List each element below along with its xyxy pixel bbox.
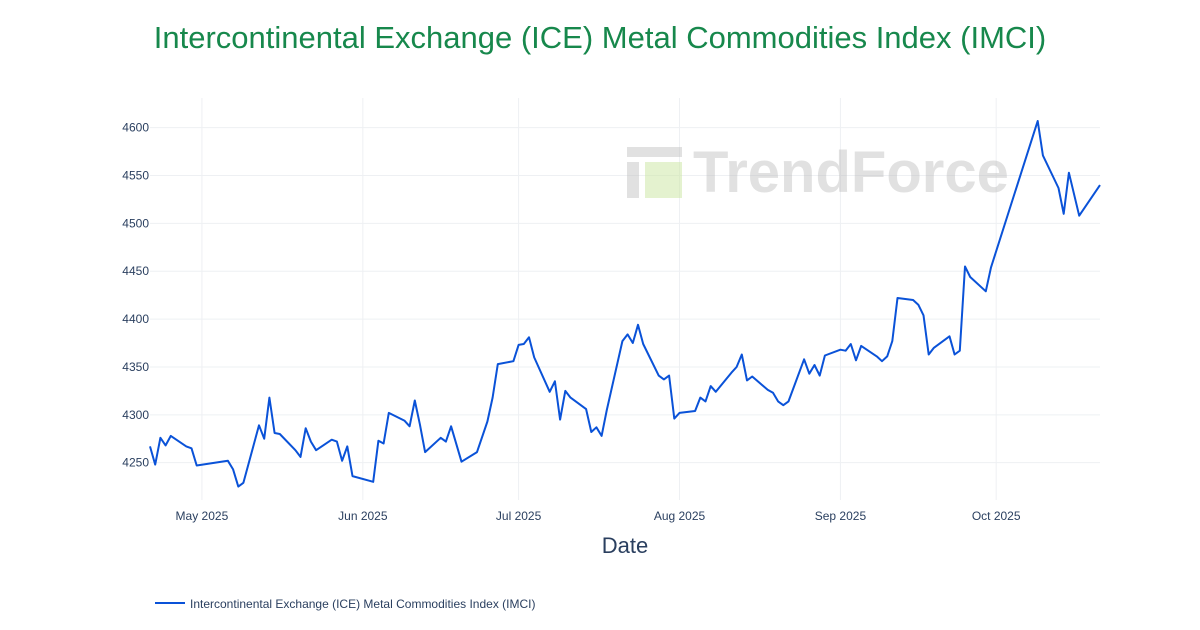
- y-tick-label: 4550: [122, 169, 149, 183]
- series-line: [149, 120, 1101, 488]
- y-tick-label: 4600: [122, 121, 149, 135]
- y-tick-label: 4450: [122, 264, 149, 278]
- trendforce-watermark: TrendForce: [627, 140, 1009, 205]
- x-tick-label: May 2025: [176, 509, 229, 523]
- x-tick-label: Oct 2025: [972, 509, 1021, 523]
- y-axis: 4250 4300 4350 4400 4450 4500 4550 4600: [122, 121, 149, 470]
- y-tick-label: 4300: [122, 408, 149, 422]
- y-tick-label: 4350: [122, 360, 149, 374]
- watermark-logo-green: [645, 162, 682, 198]
- legend-label: Intercontinental Exchange (ICE) Metal Co…: [190, 597, 535, 611]
- y-tick-label: 4500: [122, 216, 149, 230]
- x-axis: May 2025 Jun 2025 Jul 2025 Aug 2025 Sep 2025…: [176, 509, 1021, 523]
- x-tick-label: Sep 2025: [815, 509, 867, 523]
- x-tick-label: Aug 2025: [654, 509, 706, 523]
- x-tick-label: Jun 2025: [338, 509, 388, 523]
- gridlines: [150, 98, 1100, 500]
- chart-title: Intercontinental Exchange (ICE) Metal Co…: [153, 20, 1047, 55]
- watermark-text: TrendForce: [693, 140, 1009, 205]
- watermark-logo-bar: [627, 162, 639, 198]
- x-tick-label: Jul 2025: [496, 509, 542, 523]
- legend[interactable]: Intercontinental Exchange (ICE) Metal Co…: [155, 597, 535, 611]
- y-tick-label: 4400: [122, 312, 149, 326]
- x-axis-title: Date: [602, 533, 648, 558]
- watermark-logo-bar: [627, 147, 682, 157]
- y-tick-label: 4250: [122, 456, 149, 470]
